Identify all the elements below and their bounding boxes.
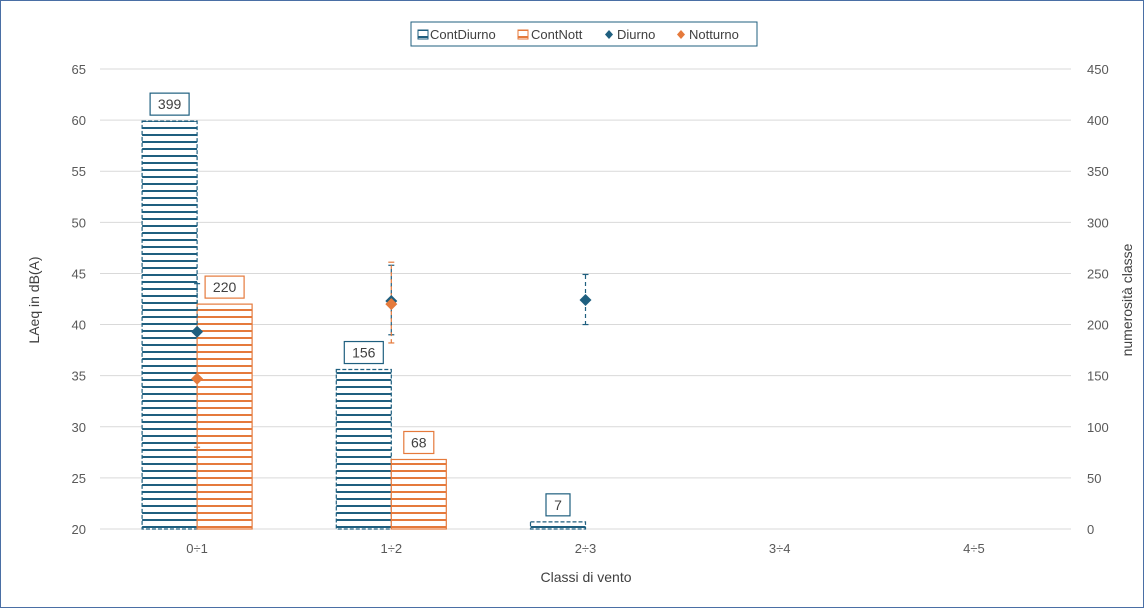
- y-tick-label: 60: [72, 113, 86, 128]
- legend-label-notturno: Notturno: [689, 27, 739, 42]
- y-tick-label: 45: [72, 266, 86, 281]
- y-tick-label: 25: [72, 471, 86, 486]
- y-tick-label: 65: [72, 62, 86, 77]
- data-label-box: [149, 92, 190, 116]
- point-diurno: [191, 325, 204, 338]
- y2-tick-label: 250: [1087, 266, 1109, 281]
- data-label: 156: [352, 345, 376, 361]
- y-tick-label: 40: [72, 318, 86, 333]
- legend-label-diurno: Diurno: [617, 27, 655, 42]
- y-tick-label: 50: [72, 215, 86, 230]
- data-label: 7: [554, 497, 562, 513]
- y-axis-title: LAeq in dB(A): [26, 256, 42, 343]
- legend-label-contdiurno: ContDiurno: [430, 27, 496, 42]
- bar-contnott: [390, 458, 447, 530]
- y2-axis-title: numerosità classe: [1119, 243, 1135, 356]
- axes: 20 25 30 35 40 45 50 55 60 65 0 50 100 150 200 250 300 35…: [72, 62, 1109, 556]
- x-tick-label: 0÷1: [186, 541, 208, 556]
- legend-item-diurno: Diurno: [605, 27, 655, 42]
- y2-tick-label: 150: [1087, 369, 1109, 384]
- data-label: 399: [158, 96, 182, 112]
- legend-item-contnott: ContNott: [517, 27, 583, 42]
- legend: ContDiurno ContNott Diurno Notturno: [410, 21, 758, 47]
- point-notturno: [385, 298, 398, 311]
- y2-tick-label: 450: [1087, 62, 1109, 77]
- hatched-bar-blue-icon: [417, 29, 429, 40]
- y2-tick-label: 400: [1087, 113, 1109, 128]
- data-label-box: [343, 340, 384, 365]
- data-label-box: [545, 493, 571, 517]
- y-tick-label: 30: [72, 420, 86, 435]
- x-tick-label: 2÷3: [575, 541, 597, 556]
- x-tick-label: 3÷4: [769, 541, 791, 556]
- diamond-orange-icon: [677, 30, 685, 39]
- diamond-blue-icon: [605, 30, 613, 39]
- bars: [141, 120, 587, 530]
- data-labels: 399 156 7 220 68: [149, 92, 571, 517]
- y-tick-label: 55: [72, 164, 86, 179]
- x-axis-title: Classi di vento: [540, 569, 631, 585]
- y2-tick-label: 0: [1087, 522, 1094, 537]
- y2-tick-label: 300: [1087, 215, 1109, 230]
- y2-tick-label: 350: [1087, 164, 1109, 179]
- bar-contdiurno: [141, 120, 198, 530]
- point-notturno: [191, 372, 204, 385]
- legend-label-contnott: ContNott: [531, 27, 583, 42]
- points: [191, 294, 592, 385]
- y2-tick-label: 100: [1087, 420, 1109, 435]
- legend-item-notturno: Notturno: [677, 27, 739, 42]
- x-tick-label: 4÷5: [963, 541, 985, 556]
- y-tick-label: 35: [72, 369, 86, 384]
- data-label-box: [403, 430, 435, 455]
- bar-contnott: [196, 303, 253, 530]
- bar-contdiurno: [529, 521, 587, 530]
- bar-contdiurno: [335, 368, 392, 530]
- error-bars: [194, 261, 589, 448]
- hatched-bar-orange-icon: [517, 29, 529, 40]
- legend-item-contdiurno: ContDiurno: [417, 27, 496, 42]
- data-label: 68: [411, 434, 427, 450]
- data-label-box: [204, 275, 245, 299]
- x-tick-label: 1÷2: [380, 541, 402, 556]
- data-label: 220: [213, 279, 237, 295]
- y2-tick-label: 50: [1087, 471, 1101, 486]
- y2-tick-label: 200: [1087, 318, 1109, 333]
- point-diurno: [579, 294, 592, 307]
- legend-box: [410, 21, 758, 47]
- y-tick-label: 20: [72, 522, 86, 537]
